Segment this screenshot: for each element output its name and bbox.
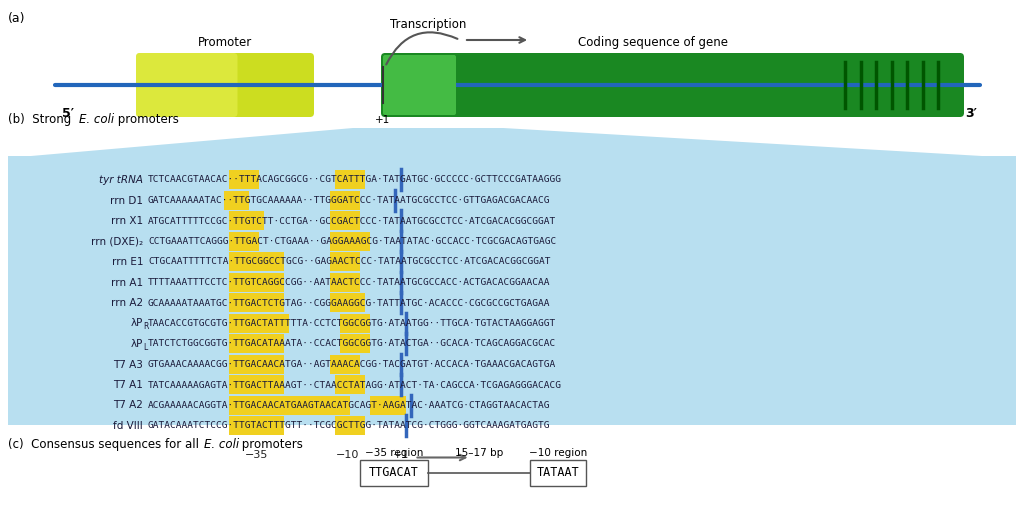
Text: ACGAAAAACAGGTA·TTGACAACATGAAGTAACATGCAGT·AAGATAC·AAATCG·CTAGGTAACACTAG: ACGAAAAACAGGTA·TTGACAACATGAAGTAACATGCAGT… (148, 401, 551, 410)
Text: TTTTAAATTTCCTC·TTGTCAGGCCGG··AATAACTCCC·TATAATGCGCCACC·ACTGACACGGAACAA: TTTTAAATTTCCTC·TTGTCAGGCCGG··AATAACTCCC·… (148, 278, 551, 287)
Bar (330, 211, 360, 230)
Text: TATCAAAAAGAGTA·TTGACTTAAAGT··CTAACCTATAGG·ATACT·TA·CAGCCA·TCGAGAGGGACACG: TATCAAAAAGAGTA·TTGACTTAAAGT··CTAACCTATAG… (148, 381, 562, 390)
Text: rrn A1: rrn A1 (111, 278, 143, 287)
Text: tyr tRNA: tyr tRNA (99, 175, 143, 185)
FancyBboxPatch shape (383, 55, 456, 115)
Text: Transcription: Transcription (390, 18, 466, 31)
Bar (330, 232, 371, 251)
Polygon shape (8, 128, 1016, 158)
Bar (228, 252, 285, 271)
Bar (228, 314, 290, 333)
Bar (228, 232, 259, 251)
Bar (330, 355, 360, 373)
Bar (228, 293, 285, 312)
Text: E. coli: E. coli (79, 113, 114, 126)
Text: Promoter: Promoter (198, 36, 252, 49)
Bar (228, 334, 285, 353)
Text: GATCAAAAAATAC··TTGTGCAAAAAA··TTGGGATCCC·TATAATGCGCCTCC·GTTGAGACGACAACG: GATCAAAAAATAC··TTGTGCAAAAAA··TTGGGATCCC·… (148, 196, 551, 205)
Text: TATCTCTGGCGGTG·TTGACATAAATA··CCACTGGCGGTG·ATACTGA··GCACA·TCAGCAGGACGCAC: TATCTCTGGCGGTG·TTGACATAAATA··CCACTGGCGGT… (148, 339, 556, 349)
Bar (224, 191, 249, 210)
Bar (228, 211, 264, 230)
Text: −10: −10 (336, 451, 359, 461)
Bar (335, 416, 366, 435)
Text: (c)  Consensus sequences for all: (c) Consensus sequences for all (8, 438, 203, 451)
Text: Coding sequence of gene: Coding sequence of gene (578, 36, 727, 49)
Text: T7 A1: T7 A1 (113, 380, 143, 390)
Text: 5′: 5′ (62, 107, 74, 120)
Text: rrn A2: rrn A2 (111, 298, 143, 308)
Text: +1: +1 (392, 451, 409, 461)
Bar (340, 314, 371, 333)
Text: R: R (143, 322, 148, 331)
Bar (228, 396, 350, 415)
Text: CTGCAATTTTTCTA·TTGCGGCCTGCG··GAGAACTCCC·TATAATGCGCCTCC·ATCGACACGGCGGAT: CTGCAATTTTTCTA·TTGCGGCCTGCG··GAGAACTCCC·… (148, 257, 551, 266)
Text: promoters: promoters (238, 438, 303, 451)
Bar (330, 252, 360, 271)
Text: rrn (DXE)₂: rrn (DXE)₂ (91, 237, 143, 247)
Text: λP: λP (131, 339, 143, 349)
FancyBboxPatch shape (530, 460, 586, 486)
Text: ATGCATTTTTCCGC·TTGTCTT·CCTGA··GCCGACTCCC·TATAATGCGCCTCC·ATCGACACGGCGGAT: ATGCATTTTTCCGC·TTGTCTT·CCTGA··GCCGACTCCC… (148, 217, 556, 225)
Text: CCTGAAATTCAGGG·TTGACT·CTGAAA··GAGGAAAGCG·TAATATAC·GCCACC·TCGCGACAGTGAGC: CCTGAAATTCAGGG·TTGACT·CTGAAA··GAGGAAAGCG… (148, 237, 556, 246)
Text: +1: +1 (376, 115, 390, 125)
Text: E. coli: E. coli (204, 438, 240, 451)
Bar (335, 375, 366, 394)
Bar (228, 416, 285, 435)
Text: (a): (a) (8, 12, 26, 25)
Text: GCAAAAATAAATGC·TTGACTCTGTAG··CGGGAAGGCG·TATTATGC·ACACCC·CGCGCCGCTGAGAA: GCAAAAATAAATGC·TTGACTCTGTAG··CGGGAAGGCG·… (148, 298, 551, 308)
Bar (371, 396, 406, 415)
Bar (330, 191, 360, 210)
Bar (335, 170, 366, 189)
Text: fd VIII: fd VIII (114, 421, 143, 431)
Text: 15–17 bp: 15–17 bp (455, 448, 503, 458)
Text: L: L (143, 342, 147, 352)
Text: GATACAAATCTCCG·TTGTACTTTGTT··TCGCGCTTGG·TATAATCG·CTGGG·GGTCAAAGATGAGTG: GATACAAATCTCCG·TTGTACTTTGTT··TCGCGCTTGG·… (148, 422, 551, 430)
Bar (340, 334, 371, 353)
Bar (228, 375, 285, 394)
FancyBboxPatch shape (360, 460, 428, 486)
Text: 3′: 3′ (965, 107, 977, 120)
FancyBboxPatch shape (136, 53, 238, 117)
Text: rrn E1: rrn E1 (112, 257, 143, 267)
Text: rrn D1: rrn D1 (110, 195, 143, 206)
Text: TCTCAACGTAACAC··TTTACAGCGGCG··CGTCATTTGA·TATGATGC·GCCCCC·GCTTCCCGATAAGGG: TCTCAACGTAACAC··TTTACAGCGGCG··CGTCATTTGA… (148, 176, 562, 184)
Text: −10 region: −10 region (528, 448, 587, 458)
Text: rrn X1: rrn X1 (111, 216, 143, 226)
Bar (330, 293, 366, 312)
Text: TTGACAT: TTGACAT (369, 467, 419, 480)
Bar (228, 355, 285, 373)
Text: λP: λP (131, 319, 143, 328)
Text: (b)  Strong: (b) Strong (8, 113, 75, 126)
Text: TAACACCGTGCGTG·TTGACTATTTTTA·CCTCTGGCGGTG·ATAATGG··TTGCA·TGTACTAAGGAGGT: TAACACCGTGCGTG·TTGACTATTTTTA·CCTCTGGCGGT… (148, 319, 556, 328)
Bar (330, 272, 360, 292)
Text: TATAAT: TATAAT (537, 467, 580, 480)
FancyBboxPatch shape (8, 156, 1016, 425)
Text: T7 A3: T7 A3 (113, 359, 143, 369)
Bar (228, 272, 285, 292)
Bar (228, 170, 259, 189)
Text: −35: −35 (245, 451, 268, 461)
Text: −35 region: −35 region (365, 448, 423, 458)
Text: T7 A2: T7 A2 (113, 400, 143, 410)
FancyBboxPatch shape (381, 53, 964, 117)
Text: GTGAAACAAAACGG·TTGACAACATGA··AGTAAACACGG·TACGATGT·ACCACA·TGAAACGACAGTGA: GTGAAACAAAACGG·TTGACAACATGA··AGTAAACACGG… (148, 360, 556, 369)
Text: promoters: promoters (114, 113, 179, 126)
FancyBboxPatch shape (136, 53, 314, 117)
